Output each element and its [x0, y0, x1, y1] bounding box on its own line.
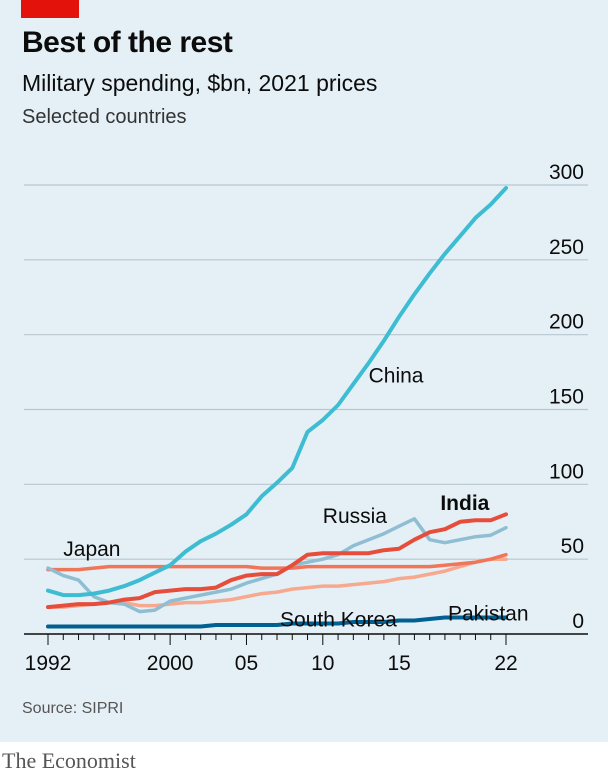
x-tick-label-2000: 2000 [147, 652, 194, 675]
y-tick-label-50: 50 [561, 535, 584, 558]
chart-subtitle: Military spending, $bn, 2021 prices [22, 70, 378, 96]
x-tick-label-2010: 10 [311, 652, 334, 675]
series-label-russia: Russia [323, 505, 388, 528]
x-axis: 1992 2000 05 10 15 22 [24, 633, 588, 675]
series-labels: China Russia India Japan South Korea Pakistan [63, 365, 528, 632]
y-tick-label-150: 150 [549, 386, 584, 409]
brand-red-bar [21, 0, 79, 18]
series-label-china: China [369, 365, 424, 388]
series-label-pakistan: Pakistan [448, 603, 529, 626]
brand-wordmark: The Economist [2, 748, 136, 773]
chart-title: Best of the rest [22, 26, 233, 59]
series-line-china [46, 186, 508, 598]
y-tick-label-100: 100 [549, 460, 584, 483]
series-line-pakistan [46, 615, 508, 629]
series-label-japan: Japan [63, 538, 120, 561]
gridlines [24, 184, 588, 560]
source-note: Source: SIPRI [22, 700, 124, 717]
x-tick-label-2015: 15 [387, 652, 410, 675]
y-axis-labels: 0 50 100 150 200 250 300 [549, 161, 584, 633]
y-tick-label-250: 250 [549, 236, 584, 259]
x-tick-label-2005: 05 [235, 652, 258, 675]
x-tick-label-2022: 22 [494, 652, 517, 675]
series-line-india [46, 512, 508, 610]
line-chart: 0 50 100 150 200 250 300 1992 2000 05 10 15 22 Chin… [24, 161, 588, 675]
x-tick-label-1992: 1992 [25, 652, 72, 675]
y-tick-label-200: 200 [549, 311, 584, 334]
chart-note: Selected countries [22, 106, 187, 128]
series-lines [46, 186, 508, 629]
y-tick-label-0: 0 [572, 610, 584, 633]
series-label-south-korea: South Korea [280, 609, 397, 632]
y-tick-label-300: 300 [549, 161, 584, 184]
series-label-india: India [440, 492, 489, 515]
series-line-japan [46, 552, 508, 572]
